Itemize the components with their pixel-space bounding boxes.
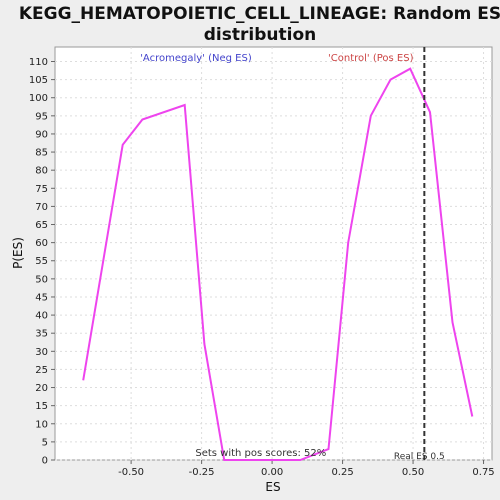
x-tick-label: -0.50 bbox=[118, 467, 144, 478]
x-tick-label: 0.50 bbox=[402, 467, 424, 478]
y-tick-label: 55 bbox=[35, 256, 48, 267]
x-axis: -0.50 -0.25 0.00 0.25 0.50 0.75 bbox=[118, 460, 495, 478]
y-tick-label: 50 bbox=[35, 274, 48, 285]
plot-area bbox=[54, 46, 493, 461]
y-tick-label: 100 bbox=[29, 93, 48, 104]
es-distribution-line bbox=[82, 67, 474, 461]
y-tick-label: 0 bbox=[42, 456, 48, 467]
y-tick-label: 80 bbox=[35, 166, 48, 177]
y-tick-label: 85 bbox=[35, 148, 48, 159]
y-tick-label: 40 bbox=[35, 311, 48, 322]
y-tick-label: 105 bbox=[29, 75, 48, 86]
y-tick-label: 25 bbox=[35, 365, 48, 376]
chart-title-line-1: KEGG_HEMATOPOIETIC_CELL_LINEAGE: Random … bbox=[19, 4, 500, 24]
x-tick-label: -0.25 bbox=[189, 467, 215, 478]
y-tick-label: 45 bbox=[35, 292, 48, 303]
real-es-label: Real ES 0.5 bbox=[394, 452, 445, 462]
y-tick-label: 110 bbox=[29, 57, 48, 68]
y-tick-label: 90 bbox=[35, 129, 48, 140]
x-tick-label: 0.25 bbox=[331, 467, 353, 478]
pos-es-label: 'Control' (Pos ES) bbox=[328, 53, 414, 64]
y-tick-label: 95 bbox=[35, 111, 48, 122]
y-tick-label: 75 bbox=[35, 184, 48, 195]
x-tick-label: 0.75 bbox=[472, 467, 494, 478]
y-tick-label: 35 bbox=[35, 329, 48, 340]
y-tick-label: 30 bbox=[35, 347, 48, 358]
y-axis: 0 5 10 15 20 25 30 35 40 45 50 55 60 65 70 75 80 85 90 95 10… bbox=[29, 57, 55, 467]
neg-es-label: 'Acromegaly' (Neg ES) bbox=[140, 53, 252, 64]
x-axis-label: ES bbox=[265, 480, 280, 494]
x-tick-label: 0.00 bbox=[261, 467, 283, 478]
y-tick-label: 15 bbox=[35, 401, 48, 412]
y-axis-label: P(ES) bbox=[11, 237, 25, 269]
y-tick-label: 10 bbox=[35, 419, 48, 430]
chart-title-line-2: distribution bbox=[204, 25, 316, 45]
y-tick-label: 60 bbox=[35, 238, 48, 249]
y-tick-label: 65 bbox=[35, 220, 48, 231]
y-tick-label: 5 bbox=[42, 437, 48, 448]
y-tick-label: 70 bbox=[35, 202, 48, 213]
pos-scores-label: Sets with pos scores: 52% bbox=[195, 448, 326, 459]
grid-lines bbox=[55, 47, 492, 461]
y-tick-label: 20 bbox=[35, 383, 48, 394]
